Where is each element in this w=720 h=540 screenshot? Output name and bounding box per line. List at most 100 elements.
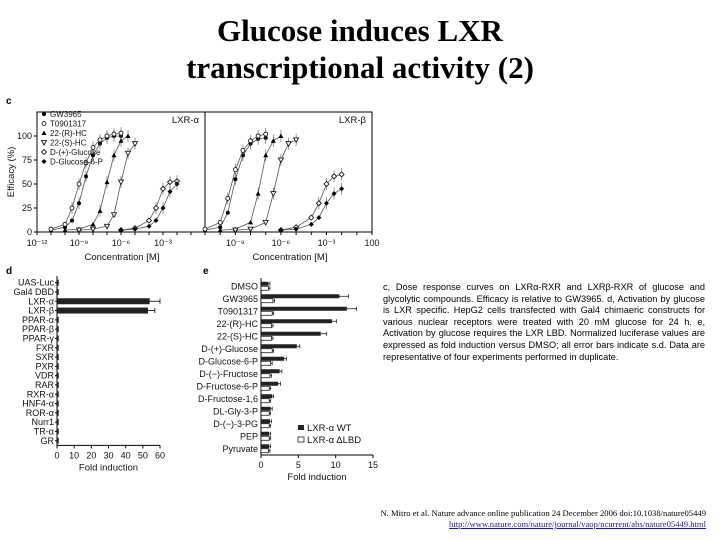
plot-frame-lxr-beta [204,111,373,233]
data-point [174,181,180,187]
data-point [202,226,208,232]
bar-dlbd [260,398,270,404]
category-label: 22-(S)-HC [217,331,259,341]
category-label: RAR [35,380,55,390]
category-label: SXR [35,352,54,362]
category-label: DL-Gly-3-P [213,406,258,416]
data-point [125,133,131,138]
category-label: Pyruvate [222,444,258,454]
data-point [110,212,118,219]
bar-wt [261,444,270,449]
data-point [278,133,284,138]
x-tick-label: 60 [155,450,165,460]
data-point [277,157,285,164]
data-point [263,131,269,137]
category-label: PPAR-α [22,315,54,325]
bar [57,326,59,333]
legend-label: GW3965 [50,110,82,119]
data-point [315,200,322,207]
data-point [91,153,95,158]
series-line [220,135,282,231]
data-point [330,173,338,180]
bar [57,335,59,342]
bar-dlbd [260,298,274,304]
bar [57,372,59,379]
x-tick-label: 5 [296,460,301,470]
series-line [50,135,121,231]
x-tick-label: 10⁻⁶ [272,238,291,248]
x-tick-label: 100 [364,238,379,248]
data-point [308,221,314,227]
data-point [103,223,111,230]
category-label: UAS-Luc [18,278,55,288]
series-t0901317 [48,127,124,232]
bar-dlbd [260,373,271,379]
bar-dlbd [260,435,270,441]
panel-d-letter: d [6,266,13,277]
series-line [280,174,342,231]
data-point [90,221,96,227]
x-tick-label: 40 [121,450,131,460]
legend-marker [41,130,47,135]
data-point [285,141,292,148]
data-point [262,220,269,226]
data-point [69,205,75,211]
x-tick-label: 10 [331,460,341,470]
legend-marker [40,140,48,146]
data-point [160,205,166,211]
data-point [232,227,239,234]
legend-marker [41,121,47,126]
bar-wt [261,344,297,349]
bar-dlbd [260,423,270,429]
x-tick-label: 15 [368,460,378,470]
category-label: GW3965 [222,294,258,304]
data-point [248,138,253,144]
category-label: 22-(R)-HC [217,319,259,329]
category-label: T0901317 [217,306,258,316]
series-d-glucose [277,168,345,234]
data-point [77,201,81,206]
data-point [111,131,117,137]
bar-dlbd [260,323,272,329]
data-point [270,138,276,143]
panel-c-dose-response-chart: LXR-α LXR-β 0 25 50 75 100 10⁻¹² 10⁻⁹ 10⁻⁶ 10⁻³ 10⁻… [6,110,380,263]
bar [57,391,59,398]
bar-wt [261,381,279,386]
data-point [153,217,159,223]
category-label: Nurr1 [31,417,54,427]
bar [57,400,59,407]
bar-dlbd [260,335,272,341]
data-point [240,148,246,153]
bar [57,288,59,295]
data-point [323,200,329,206]
data-point [255,191,261,196]
panel-c-letter: c [6,96,12,107]
data-point [331,191,337,197]
category-label: Gal4 DBD [13,287,54,297]
y-tick-label: 75 [22,155,32,165]
data-point [152,204,160,212]
category-label: PXR [35,361,54,371]
bar-dlbd [260,310,273,316]
x-axis-label-left: Concentration [M] [85,252,160,263]
legend-swatch-wt [298,425,304,430]
data-point [90,145,96,150]
legend-label: D-(+)-Glucose [50,148,101,157]
data-point [247,226,254,233]
legend-marker [42,112,46,116]
citation-link[interactable]: http://www.nature.com/nature/journal/vao… [449,519,706,529]
citation-text: N. Mitro et al. Nature advance online pu… [380,508,706,518]
x-axis-label: Fold induction [287,472,346,483]
data-point [62,227,68,233]
x-tick-label: 10⁻⁶ [112,238,131,248]
data-point [117,179,125,186]
citation: N. Mitro et al. Nature advance online pu… [380,508,706,530]
bar [57,316,59,323]
data-point [316,215,322,221]
category-label: TR-α [34,426,54,436]
data-point [293,226,299,232]
category-label: D-(−)-3-PG [213,419,258,429]
data-point [132,226,138,232]
